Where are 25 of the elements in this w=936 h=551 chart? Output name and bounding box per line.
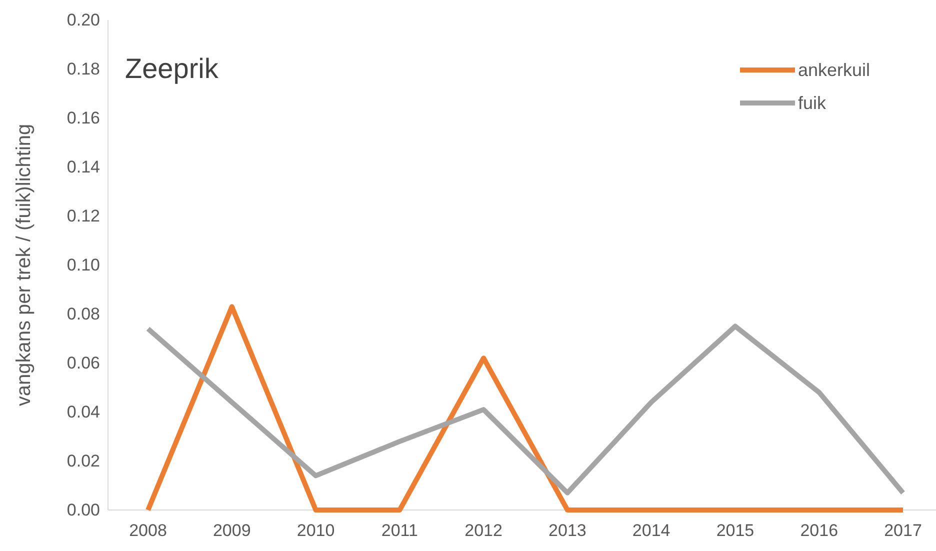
x-tick-label: 2012 (464, 521, 502, 540)
y-tick-label: 0.18 (66, 59, 100, 78)
y-tick-label: 0.00 (66, 500, 100, 520)
y-tick-label: 0.02 (66, 451, 100, 470)
y-tick-label: 0.04 (66, 402, 100, 422)
y-tick-label: 0.16 (66, 108, 100, 128)
x-tick-label: 2016 (800, 521, 838, 540)
y-tick-label: 0.10 (66, 255, 100, 274)
y-axis-title: vangkans per trek / (fuik)lichting (13, 124, 35, 406)
y-tick-label: 0.20 (66, 10, 100, 30)
x-tick-label: 2011 (381, 521, 418, 540)
y-tick-label: 0.12 (66, 206, 100, 226)
x-tick-label: 2014 (632, 521, 670, 540)
y-tick-label: 0.14 (66, 157, 100, 176)
legend-label: fuik (798, 93, 828, 113)
x-tick-label: 2017 (884, 521, 922, 540)
legend-label: ankerkuil (798, 60, 870, 80)
y-tick-label: 0.08 (66, 304, 100, 324)
x-tick-label: 2015 (716, 521, 754, 540)
x-tick-label: 2010 (296, 521, 335, 540)
text: Zeeprik (125, 53, 220, 84)
x-tick-label: 2013 (548, 521, 586, 540)
x-tick-label: 2009 (212, 521, 251, 540)
x-tick-label: 2008 (129, 521, 167, 540)
y-tick-label: 0.06 (66, 353, 100, 372)
